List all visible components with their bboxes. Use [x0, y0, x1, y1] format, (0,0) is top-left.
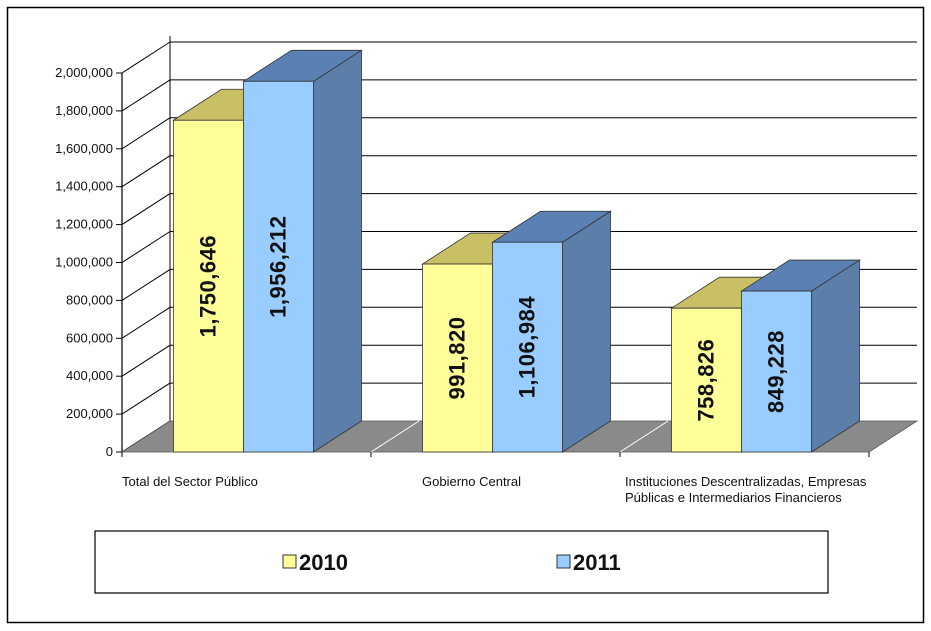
gridline-side	[121, 231, 171, 263]
gridline-side	[121, 193, 171, 226]
bar-value-label: 1,956,212	[266, 215, 291, 317]
bar-value-label: 758,826	[694, 339, 719, 422]
gridline-side	[121, 155, 171, 188]
floor-divider	[619, 420, 669, 453]
y-tick-label: 400,000	[66, 368, 113, 383]
bar-front-face	[173, 119, 244, 453]
y-tick-label: 800,000	[66, 292, 113, 307]
x-category-label: Instituciones Descentralizadas, Empresas	[625, 474, 867, 489]
bar-side-face	[562, 210, 611, 453]
bar-side-face	[313, 49, 362, 453]
x-category-label: Públicas e Intermediarios Financieros	[625, 490, 842, 505]
legend-label: 2011	[573, 550, 621, 575]
gridline-side	[121, 79, 171, 112]
legend-label: 2010	[299, 550, 348, 575]
y-tick-label: 600,000	[66, 330, 113, 345]
bar-value-label: 1,106,984	[515, 296, 540, 399]
y-tick-label: 1,200,000	[55, 217, 113, 232]
bar-front-face	[422, 263, 493, 453]
legend-swatch	[282, 554, 297, 569]
legend-swatch	[556, 554, 571, 569]
bar-2011-1: 1,106,984	[491, 210, 612, 453]
gridline-side	[121, 344, 171, 377]
y-tick-label: 1,400,000	[55, 179, 113, 194]
y-tick-label: 0	[106, 444, 113, 459]
bar-2011-2: 849,228	[740, 259, 861, 453]
y-axis: 0 200,000 400,000 600,000 800,000 1,000,000 1,…	[55, 36, 171, 459]
bar-value-label: 1,750,646	[196, 235, 221, 337]
gridline-side	[121, 41, 171, 74]
gridline-side	[121, 382, 171, 415]
floor-divider	[370, 420, 420, 453]
y-tick-label: 1,600,000	[55, 141, 113, 156]
y-tick-label: 200,000	[66, 406, 113, 421]
gridline-side	[121, 117, 171, 150]
bar-front-face	[741, 290, 812, 453]
bar-front-face	[671, 307, 742, 453]
legend: 2010 2011	[94, 530, 829, 594]
bar-front-face	[243, 80, 314, 453]
bars: 1,750,646 1,956,212 991,820 1,106,984 758,82…	[172, 49, 861, 453]
category-labels: Total del Sector Público Gobierno Central…	[122, 474, 867, 505]
bar-value-label: 991,820	[445, 317, 470, 400]
gridline-side	[121, 268, 171, 301]
legend-box	[94, 530, 829, 594]
bar-2011-0: 1,956,212	[242, 49, 363, 453]
x-category-label: Total del Sector Público	[122, 474, 258, 489]
gridline-side	[121, 306, 171, 339]
y-tick-label: 1,800,000	[55, 103, 113, 118]
bar-side-face	[811, 259, 860, 453]
y-tick-label: 1,000,000	[55, 255, 113, 270]
bar-value-label: 849,228	[764, 330, 789, 413]
x-category-label: Gobierno Central	[422, 474, 521, 489]
y-tick-label: 2,000,000	[55, 65, 113, 80]
bar-front-face	[492, 241, 563, 453]
